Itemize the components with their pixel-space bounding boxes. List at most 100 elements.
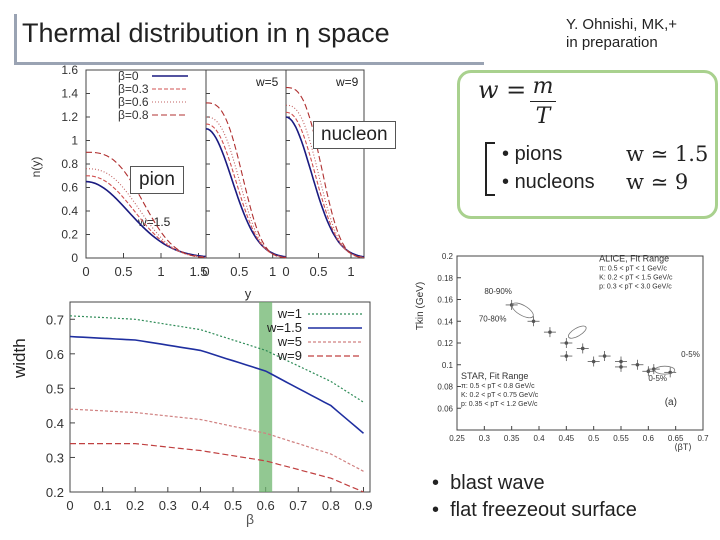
tkin-contour	[654, 365, 676, 375]
tkin-xtick-label: 0.4	[533, 434, 545, 443]
width-legend-label: w=5	[277, 334, 302, 349]
ny-axes: n(y)00.20.40.60.811.21.41.60 0.5 1 1.5w=1.5…	[29, 63, 365, 301]
approx-pions: w ≃ 1.5	[626, 142, 709, 166]
tkin-annotation: 80-90%	[484, 287, 512, 296]
width-xtick-label: 0.1	[94, 498, 112, 513]
tkin-legend-star: π: 0.5 < pT < 0.8 GeV/c	[461, 383, 535, 390]
width-xtick-label: 0.6	[257, 498, 275, 513]
ny-series-line	[205, 128, 287, 258]
tkin-ytick-label: 0.08	[437, 383, 453, 392]
formula-lhs: w =	[478, 76, 527, 104]
width-legend-label: w=1.5	[266, 320, 302, 335]
tkin-ytick-label: 0.12	[437, 339, 453, 348]
width-xtick-label: 0.9	[354, 498, 372, 513]
tkin-point	[564, 341, 569, 345]
ny-ytick-label: 0	[71, 251, 78, 265]
bullet-blast-wave-label: blast wave	[450, 472, 545, 494]
ny-legend-label: β=0.8	[118, 108, 149, 122]
tkin-contour	[511, 302, 534, 319]
formula-box	[457, 70, 718, 219]
tkin-point	[564, 354, 569, 358]
bullet-blast-wave: • blast wave	[432, 472, 545, 494]
ny-legend: β=0β=0.3β=0.6β=0.8	[118, 69, 188, 122]
tkin-contour	[567, 325, 587, 339]
tkin-point	[591, 359, 596, 364]
ny-ytick-label: 1.2	[61, 110, 78, 124]
width-ytick-label: 0.3	[46, 450, 64, 465]
ny-xtick-label: 0.5	[230, 264, 248, 279]
tkin-legend-star: K: 0.2 < pT < 0.75 GeV/c	[461, 392, 539, 399]
ny-xtick-label: 1	[347, 264, 354, 279]
tkin-ytick-label: 0.2	[442, 252, 454, 261]
tkin-ytick-label: 0.16	[437, 296, 453, 305]
bullet-bracket	[485, 142, 495, 196]
tkin-point	[619, 359, 623, 364]
bullet-nucleons: • nucleons	[502, 171, 595, 193]
width-xlabel: β	[246, 511, 254, 527]
width-axis-label: width	[10, 338, 29, 378]
width-legend: w=1w=1.5w=5w=9	[266, 306, 362, 363]
tkin-legend-alice: p: 0.3 < pT < 3.0 GeV/c	[599, 283, 672, 290]
tkin-annotation: 70-80%	[479, 314, 507, 323]
credit-line-1: Y. Ohnishi, MK,+	[566, 16, 678, 33]
tkin-ytick-label: 0.06	[437, 404, 453, 413]
ny-series-line	[285, 111, 365, 258]
bullet-pions-label: pions	[514, 143, 563, 165]
ny-series-line	[206, 102, 287, 259]
ny-xtick-label: 1	[269, 264, 276, 279]
tkin-xtick-label: 0.6	[643, 434, 655, 443]
tkin-legend-star: p: 0.35 < pT < 1.2 GeV/c	[461, 401, 538, 408]
tkin-ytick-label: 0.1	[442, 361, 454, 370]
tkin-annotation: 0-5%	[648, 374, 667, 383]
ny-legend-label: β=0	[118, 69, 139, 83]
ny-xlabel: y	[245, 286, 252, 301]
ny-distribution-chart: n(y)00.20.40.60.811.21.41.60 0.5 1 1.5w=1.5…	[29, 63, 365, 301]
width-frame	[69, 301, 371, 493]
width-xtick-label: 0.2	[126, 498, 144, 513]
tkin-point	[580, 346, 585, 351]
ny-series-line	[285, 116, 365, 258]
width-xtick-label: 0.7	[289, 498, 307, 513]
width-xtick-label: 0.8	[322, 498, 340, 513]
nucleon-label: nucleon	[313, 121, 396, 149]
width-series-line	[69, 315, 364, 403]
pion-label: pion	[130, 166, 184, 194]
tkin-points	[505, 299, 677, 378]
bullet-nucleons-label: nucleons	[514, 171, 595, 193]
bullet-freezeout: • flat freezeout surface	[432, 499, 637, 521]
credit-text: Y. Ohnishi, MK,+ in preparation	[566, 16, 677, 52]
tkin-point	[619, 365, 623, 369]
width-ytick-label: 0.4	[46, 416, 64, 431]
ny-panel-frame	[205, 69, 287, 259]
ny-ytick-label: 0.4	[61, 204, 78, 218]
ny-panel-frame	[285, 69, 365, 259]
width-xtick-label: 0	[66, 498, 73, 513]
bullet-freezeout-label: flat freezeout surface	[450, 499, 637, 521]
bullet-pions: • pions	[502, 143, 563, 165]
title-rule-horizontal	[14, 62, 484, 65]
ny-legend-label: β=0.3	[118, 82, 149, 96]
ny-xtick-label: 0	[202, 264, 209, 279]
tkin-axes: 0.06 0.08 0.1 0.12 0.14 0.16 0.18 0.2 0.25 0.3 0.3…	[415, 252, 709, 452]
tkin-point	[602, 354, 607, 358]
tkin-legend-star: STAR, Fit Range	[461, 371, 528, 381]
ny-ytick-label: 1.4	[61, 87, 78, 101]
tkin-xtick-label: 0.5	[588, 434, 600, 443]
ny-ytick-label: 0.2	[61, 228, 78, 242]
width-axes: 0.2 0.3 0.4 0.5 0.6 0.7 0 0.1 0.2 0.3 0.4 0.5 0.6 0.7…	[46, 301, 373, 527]
ny-xtick-label: 0.5	[309, 264, 327, 279]
tkin-point	[531, 319, 536, 324]
tkin-annotations: 80-90% 70-80% 0-5% 0-5% (a) ALICE, Fit Range π…	[461, 253, 700, 408]
width-xtick-label: 0.4	[191, 498, 209, 513]
ny-panel-label: w=5	[255, 75, 279, 89]
formula-numerator: m	[530, 74, 556, 102]
ny-series-line	[205, 116, 287, 259]
width-xtick-label: 0.5	[224, 498, 242, 513]
width-ytick-label: 0.2	[46, 485, 64, 500]
formula-denominator: T	[535, 104, 551, 129]
tkin-ytick-label: 0.14	[437, 317, 453, 326]
approx-nucleons: w ≃ 9	[626, 170, 689, 194]
slide-title: Thermal distribution in η space	[22, 18, 390, 48]
width-ytick-label: 0.6	[46, 347, 64, 362]
tkin-legend-alice: K: 0.2 < pT < 1.5 GeV/c	[599, 274, 673, 281]
